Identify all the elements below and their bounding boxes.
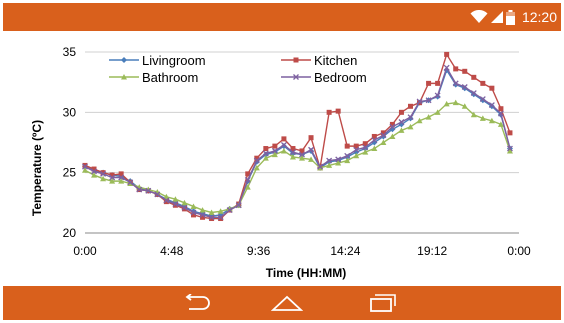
legend-marker <box>121 57 127 63</box>
status-time: 12:20 <box>522 9 557 25</box>
y-tick-label: 30 <box>63 105 77 119</box>
legend-item: Bathroom <box>109 70 198 85</box>
series-line <box>85 103 510 213</box>
x-tick-label: 9:36 <box>247 244 271 258</box>
back-icon <box>181 294 211 312</box>
data-point <box>426 81 431 86</box>
series-bathroom <box>82 100 513 215</box>
status-icons: 12:20 <box>470 3 557 31</box>
data-point <box>336 109 341 114</box>
x-tick-label: 4:48 <box>160 244 184 258</box>
x-axis-label: Time (HH:MM) <box>266 266 346 280</box>
data-point <box>426 114 432 120</box>
data-point <box>480 81 485 86</box>
data-point <box>444 52 449 57</box>
legend-label: Bathroom <box>142 70 198 85</box>
legend-label: Bedroom <box>314 70 367 85</box>
wifi-icon <box>470 10 488 24</box>
data-point <box>345 144 350 149</box>
x-tick-label: 0:00 <box>73 244 97 258</box>
legend-item: Livingroom <box>109 53 206 68</box>
legend-marker <box>294 58 299 63</box>
battery-icon <box>506 10 515 25</box>
data-point <box>462 69 467 74</box>
y-tick-label: 35 <box>63 45 77 59</box>
navigation-bar <box>3 286 561 320</box>
data-point <box>327 110 332 115</box>
series-line <box>85 68 510 218</box>
chart-legend: Livingroom Kitchen Bathroom Bedroom <box>109 53 367 85</box>
temperature-chart: 20 25 30 35 0:00 4:48 9:36 14:24 19:12 0:00 Livin… <box>3 31 561 286</box>
home-icon <box>271 294 303 312</box>
series-livingroom <box>82 67 513 219</box>
y-tick-label: 25 <box>63 166 77 180</box>
legend-label: Kitchen <box>314 53 357 68</box>
status-bar: 12:20 <box>3 3 561 31</box>
legend-item: Bedroom <box>281 70 367 85</box>
data-point <box>498 106 503 111</box>
data-point <box>399 110 404 115</box>
recent-apps-icon <box>368 293 398 313</box>
series-line <box>85 70 510 216</box>
y-tick-label: 20 <box>63 226 77 240</box>
recent-apps-button[interactable] <box>358 286 408 320</box>
legend-item: Kitchen <box>281 53 357 68</box>
data-point <box>272 144 277 149</box>
back-button[interactable] <box>171 286 221 320</box>
x-tick-label: 19:12 <box>417 244 447 258</box>
cell-signal-icon <box>491 10 503 24</box>
chart-view: 20 25 30 35 0:00 4:48 9:36 14:24 19:12 0:00 Livin… <box>3 31 561 286</box>
x-tick-label: 0:00 <box>507 244 531 258</box>
series-bedroom <box>83 65 513 220</box>
y-axis-label: Temperature (ºC) <box>30 120 44 216</box>
data-point <box>408 104 413 109</box>
legend-label: Livingroom <box>142 53 206 68</box>
data-point <box>507 130 512 135</box>
x-tick-label: 14:24 <box>330 244 360 258</box>
data-point <box>453 66 458 71</box>
home-button[interactable] <box>262 286 312 320</box>
data-point <box>471 75 476 80</box>
data-point <box>435 81 440 86</box>
data-point <box>263 146 268 151</box>
data-point <box>281 148 287 153</box>
data-point <box>281 136 286 141</box>
phone-screen: 12:20 20 25 30 35 0:00 4:48 9:36 14:24 19:12 0:00… <box>3 3 561 320</box>
data-point <box>489 86 494 91</box>
data-point <box>309 135 314 140</box>
